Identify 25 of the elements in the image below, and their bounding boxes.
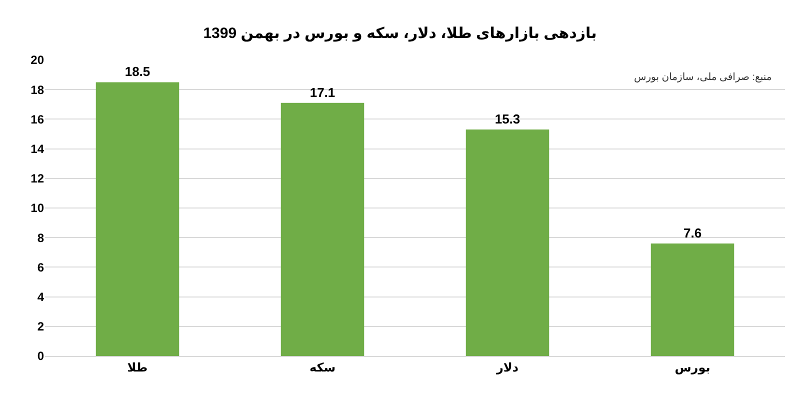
bar [650,244,734,356]
data-label: 18.5 [124,64,150,80]
y-tick-label: 10 [30,201,44,216]
y-tick-label: 16 [30,112,44,126]
data-label: 17.1 [310,84,336,100]
y-tick-label: 14 [30,142,44,156]
y-tick-label: 0 [37,349,44,364]
annotation: منبع: صرافی ملی، سازمان بورس [634,72,772,83]
x-tick-label: دلار [495,360,519,374]
x-tick-label: سکه [309,360,336,374]
x-tick-label: بورس [674,360,710,374]
data-label: 7.6 [683,226,702,241]
y-tick-label: 20 [30,53,44,68]
chart-title: بازدهی بازارهای طلا، دلار، سکه و بورس در بهمن 1399 [203,25,597,42]
bar [96,82,180,356]
data-label: 15.3 [494,112,520,127]
x-tick-label: طلا [127,360,148,374]
bar [280,102,364,356]
y-tick-label: 18 [30,82,44,97]
y-tick-label: 12 [30,172,44,186]
y-tick-label: 6 [37,260,44,274]
bar [466,130,550,356]
y-tick-label: 8 [37,230,44,245]
y-tick-label: 4 [37,290,44,304]
y-tick-label: 2 [37,320,44,334]
